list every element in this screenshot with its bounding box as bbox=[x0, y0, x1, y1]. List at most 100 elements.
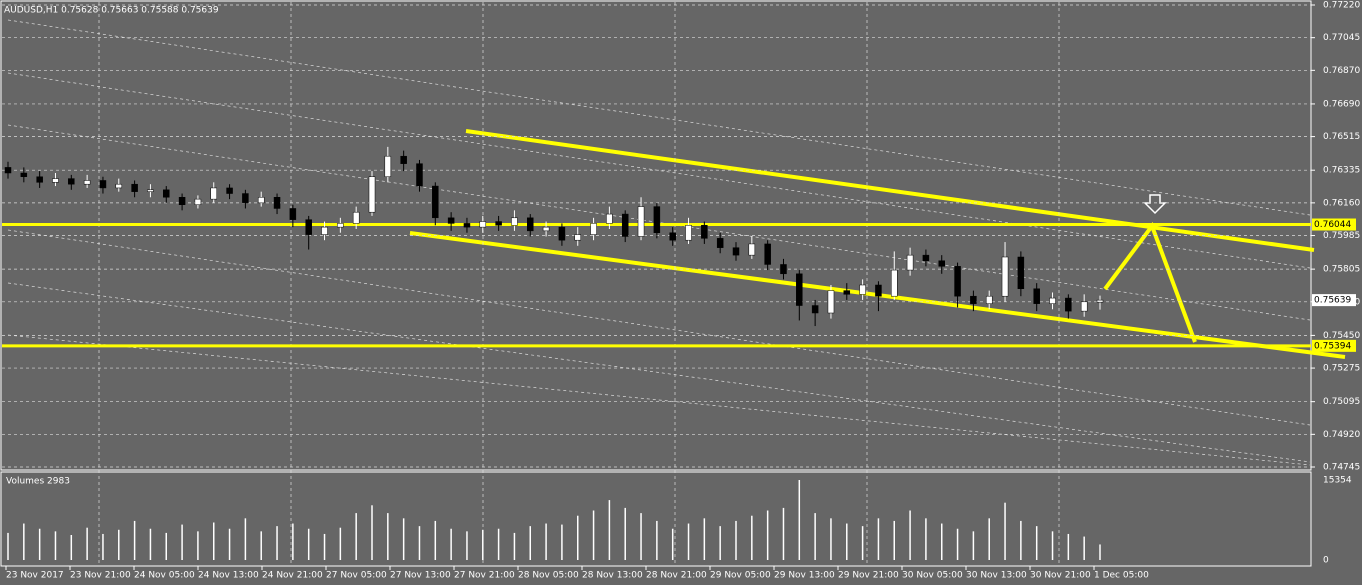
drawings bbox=[409, 129, 1346, 359]
candle-body bbox=[384, 155, 392, 177]
candle-body bbox=[463, 223, 471, 228]
x-tick-label: 24 Nov 05:00 bbox=[134, 571, 195, 581]
y-tick-label: 0.75275 bbox=[1323, 364, 1360, 374]
candle-body bbox=[257, 197, 265, 204]
candle-body bbox=[1080, 301, 1088, 312]
candle-body bbox=[985, 295, 993, 304]
candle-body bbox=[938, 260, 945, 267]
candle-body bbox=[780, 264, 787, 275]
candle-body bbox=[843, 290, 851, 295]
last-price-tag bbox=[1312, 294, 1356, 307]
y-tick-label: 0.76690 bbox=[1323, 99, 1360, 109]
x-tick-label: 24 Nov 13:00 bbox=[198, 571, 259, 581]
candle-body bbox=[669, 232, 676, 241]
x-tick-label: 1 Dec 05:00 bbox=[1094, 571, 1149, 581]
candle-body bbox=[99, 180, 107, 189]
x-tick-label: 27 Nov 13:00 bbox=[390, 571, 451, 581]
candle-body bbox=[321, 226, 328, 235]
candle-body bbox=[796, 273, 803, 306]
candle-body bbox=[859, 284, 866, 295]
candle-body bbox=[653, 206, 661, 233]
arrow-icon bbox=[1143, 194, 1167, 215]
candle-body bbox=[1033, 288, 1040, 304]
candle-body bbox=[621, 213, 629, 237]
candle-body bbox=[242, 193, 249, 204]
y-tick-label: 0.77220 bbox=[1323, 1, 1360, 11]
candle-body bbox=[368, 176, 376, 213]
y-tick-label: 0.74920 bbox=[1323, 430, 1360, 440]
candle-body bbox=[289, 208, 297, 220]
candle-body bbox=[400, 155, 407, 164]
volume-title: Volumes 2983 bbox=[6, 477, 70, 487]
x-tick-label: 29 Nov 13:00 bbox=[774, 571, 835, 581]
candle-body bbox=[83, 180, 91, 185]
candle-body bbox=[527, 217, 534, 232]
y-tick-label: 0.76335 bbox=[1323, 166, 1360, 176]
y-tick-label: 0.75450 bbox=[1323, 331, 1360, 341]
volume-tick-label: 15354 bbox=[1323, 476, 1352, 486]
y-tick-label: 0.77045 bbox=[1323, 33, 1360, 43]
candle-body bbox=[1049, 297, 1056, 304]
candle-body bbox=[305, 219, 312, 235]
candle-body bbox=[210, 187, 217, 200]
candle-body bbox=[906, 254, 914, 271]
x-tick-label: 27 Nov 05:00 bbox=[326, 571, 387, 581]
candle-body bbox=[20, 172, 28, 177]
candle-body bbox=[1001, 256, 1009, 297]
y-tick-label: 0.75095 bbox=[1323, 397, 1360, 407]
candle-body bbox=[811, 305, 819, 314]
y-tick-label: 0.76870 bbox=[1323, 66, 1360, 76]
candle-body bbox=[163, 189, 170, 198]
candle-body bbox=[36, 176, 43, 183]
candle-body bbox=[52, 178, 59, 183]
candle-body bbox=[558, 226, 566, 241]
candle-body bbox=[416, 163, 423, 187]
candle-body bbox=[226, 187, 233, 194]
candle-body bbox=[131, 183, 138, 192]
x-tick-label: 28 Nov 05:00 bbox=[518, 571, 579, 581]
candle-body bbox=[954, 266, 961, 297]
last-price-label: 0.75639 bbox=[1314, 296, 1351, 306]
candle-body bbox=[495, 221, 502, 226]
candle-body bbox=[891, 269, 898, 297]
candle-body bbox=[970, 295, 977, 304]
candle-body bbox=[194, 198, 202, 205]
level-label: 0.76044 bbox=[1314, 220, 1351, 230]
level-label: 0.75394 bbox=[1314, 341, 1351, 351]
x-tick-label: 30 Nov 13:00 bbox=[966, 571, 1027, 581]
candle-body bbox=[479, 221, 487, 228]
candle-body bbox=[764, 243, 771, 265]
candle-body bbox=[352, 211, 360, 224]
candle-body bbox=[701, 225, 708, 239]
channel-dashes bbox=[7, 19, 1311, 466]
candle-body bbox=[432, 185, 439, 219]
level-tag bbox=[1312, 218, 1356, 231]
y-tick-label: 0.76515 bbox=[1323, 132, 1360, 142]
x-tick-label: 27 Nov 21:00 bbox=[454, 571, 515, 581]
candle-body bbox=[732, 247, 740, 256]
candle-body bbox=[4, 167, 12, 174]
candle-body bbox=[875, 284, 882, 297]
candle-body bbox=[922, 254, 930, 261]
candle-body bbox=[574, 234, 581, 241]
candle-body bbox=[115, 183, 123, 189]
candle-body bbox=[748, 243, 756, 256]
candle-body bbox=[827, 290, 835, 314]
volume-frame bbox=[0, 471, 1312, 567]
level-tag bbox=[1312, 339, 1356, 352]
candle-body bbox=[590, 223, 597, 235]
x-tick-label: 30 Nov 21:00 bbox=[1030, 571, 1091, 581]
candle-body bbox=[447, 217, 455, 224]
x-tick-label: 24 Nov 21:00 bbox=[262, 571, 323, 581]
y-tick-label: 0.75985 bbox=[1323, 231, 1360, 241]
candle-body bbox=[606, 213, 613, 224]
candle-body bbox=[337, 223, 344, 228]
x-tick-label: 28 Nov 21:00 bbox=[646, 571, 707, 581]
candle-body bbox=[511, 217, 518, 226]
candle-body bbox=[716, 238, 724, 248]
candle-body bbox=[1065, 297, 1072, 312]
chart-title: AUDUSD,H1 0.75628 0.75663 0.75588 0.7563… bbox=[4, 6, 219, 16]
candle-body bbox=[685, 225, 692, 241]
x-tick-label: 28 Nov 13:00 bbox=[582, 571, 643, 581]
